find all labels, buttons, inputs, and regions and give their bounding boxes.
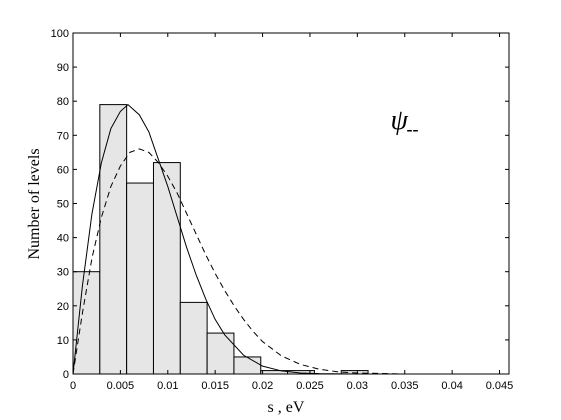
dashed-fit-curve	[72, 148, 509, 375]
y-tick-label: 40	[57, 233, 69, 245]
y-tick-label: 50	[57, 199, 69, 211]
x-tick-label: 0.01	[157, 380, 178, 392]
histogram-bar	[179, 301, 208, 375]
histogram-bar	[126, 182, 154, 375]
x-tick-label: 0.04	[441, 380, 462, 392]
y-tick-label: 30	[57, 267, 69, 279]
axis-tick-labels: 0 0.005 0.01 0.015 0.02 0.025 0.03 0.035 0.04 0.0…	[51, 28, 514, 392]
x-axis-label: s , eV	[268, 399, 305, 416]
psi-symbol: ψ	[391, 105, 409, 136]
histogram-bar	[72, 271, 101, 375]
x-tick-label: 0.02	[252, 380, 273, 392]
y-tick-label: 90	[57, 62, 69, 74]
y-tick-label: 100	[51, 28, 69, 40]
histogram-bar	[206, 332, 235, 375]
axis-ticks	[72, 32, 509, 375]
y-tick-label: 20	[57, 301, 69, 313]
histogram-bar	[99, 104, 128, 375]
psi-annotation: ψ --	[391, 105, 419, 139]
histogram-bar	[152, 162, 181, 375]
y-axis-label: Number of levels	[26, 148, 43, 259]
psi-subscript: --	[407, 119, 419, 139]
x-tick-label: 0	[70, 380, 76, 392]
x-tick-label: 0.025	[296, 380, 324, 392]
x-tick-label: 0.035	[391, 380, 419, 392]
y-tick-label: 80	[57, 96, 69, 108]
y-tick-label: 0	[63, 369, 69, 381]
histogram-bars	[72, 104, 369, 375]
x-tick-label: 0.015	[201, 380, 229, 392]
histogram-bar	[233, 356, 262, 375]
x-tick-label: 0.005	[107, 380, 135, 392]
y-tick-label: 70	[57, 130, 69, 142]
y-tick-label: 60	[57, 164, 69, 176]
x-tick-label: 0.045	[486, 380, 514, 392]
y-tick-label: 10	[57, 335, 69, 347]
x-tick-label: 0.03	[347, 380, 368, 392]
